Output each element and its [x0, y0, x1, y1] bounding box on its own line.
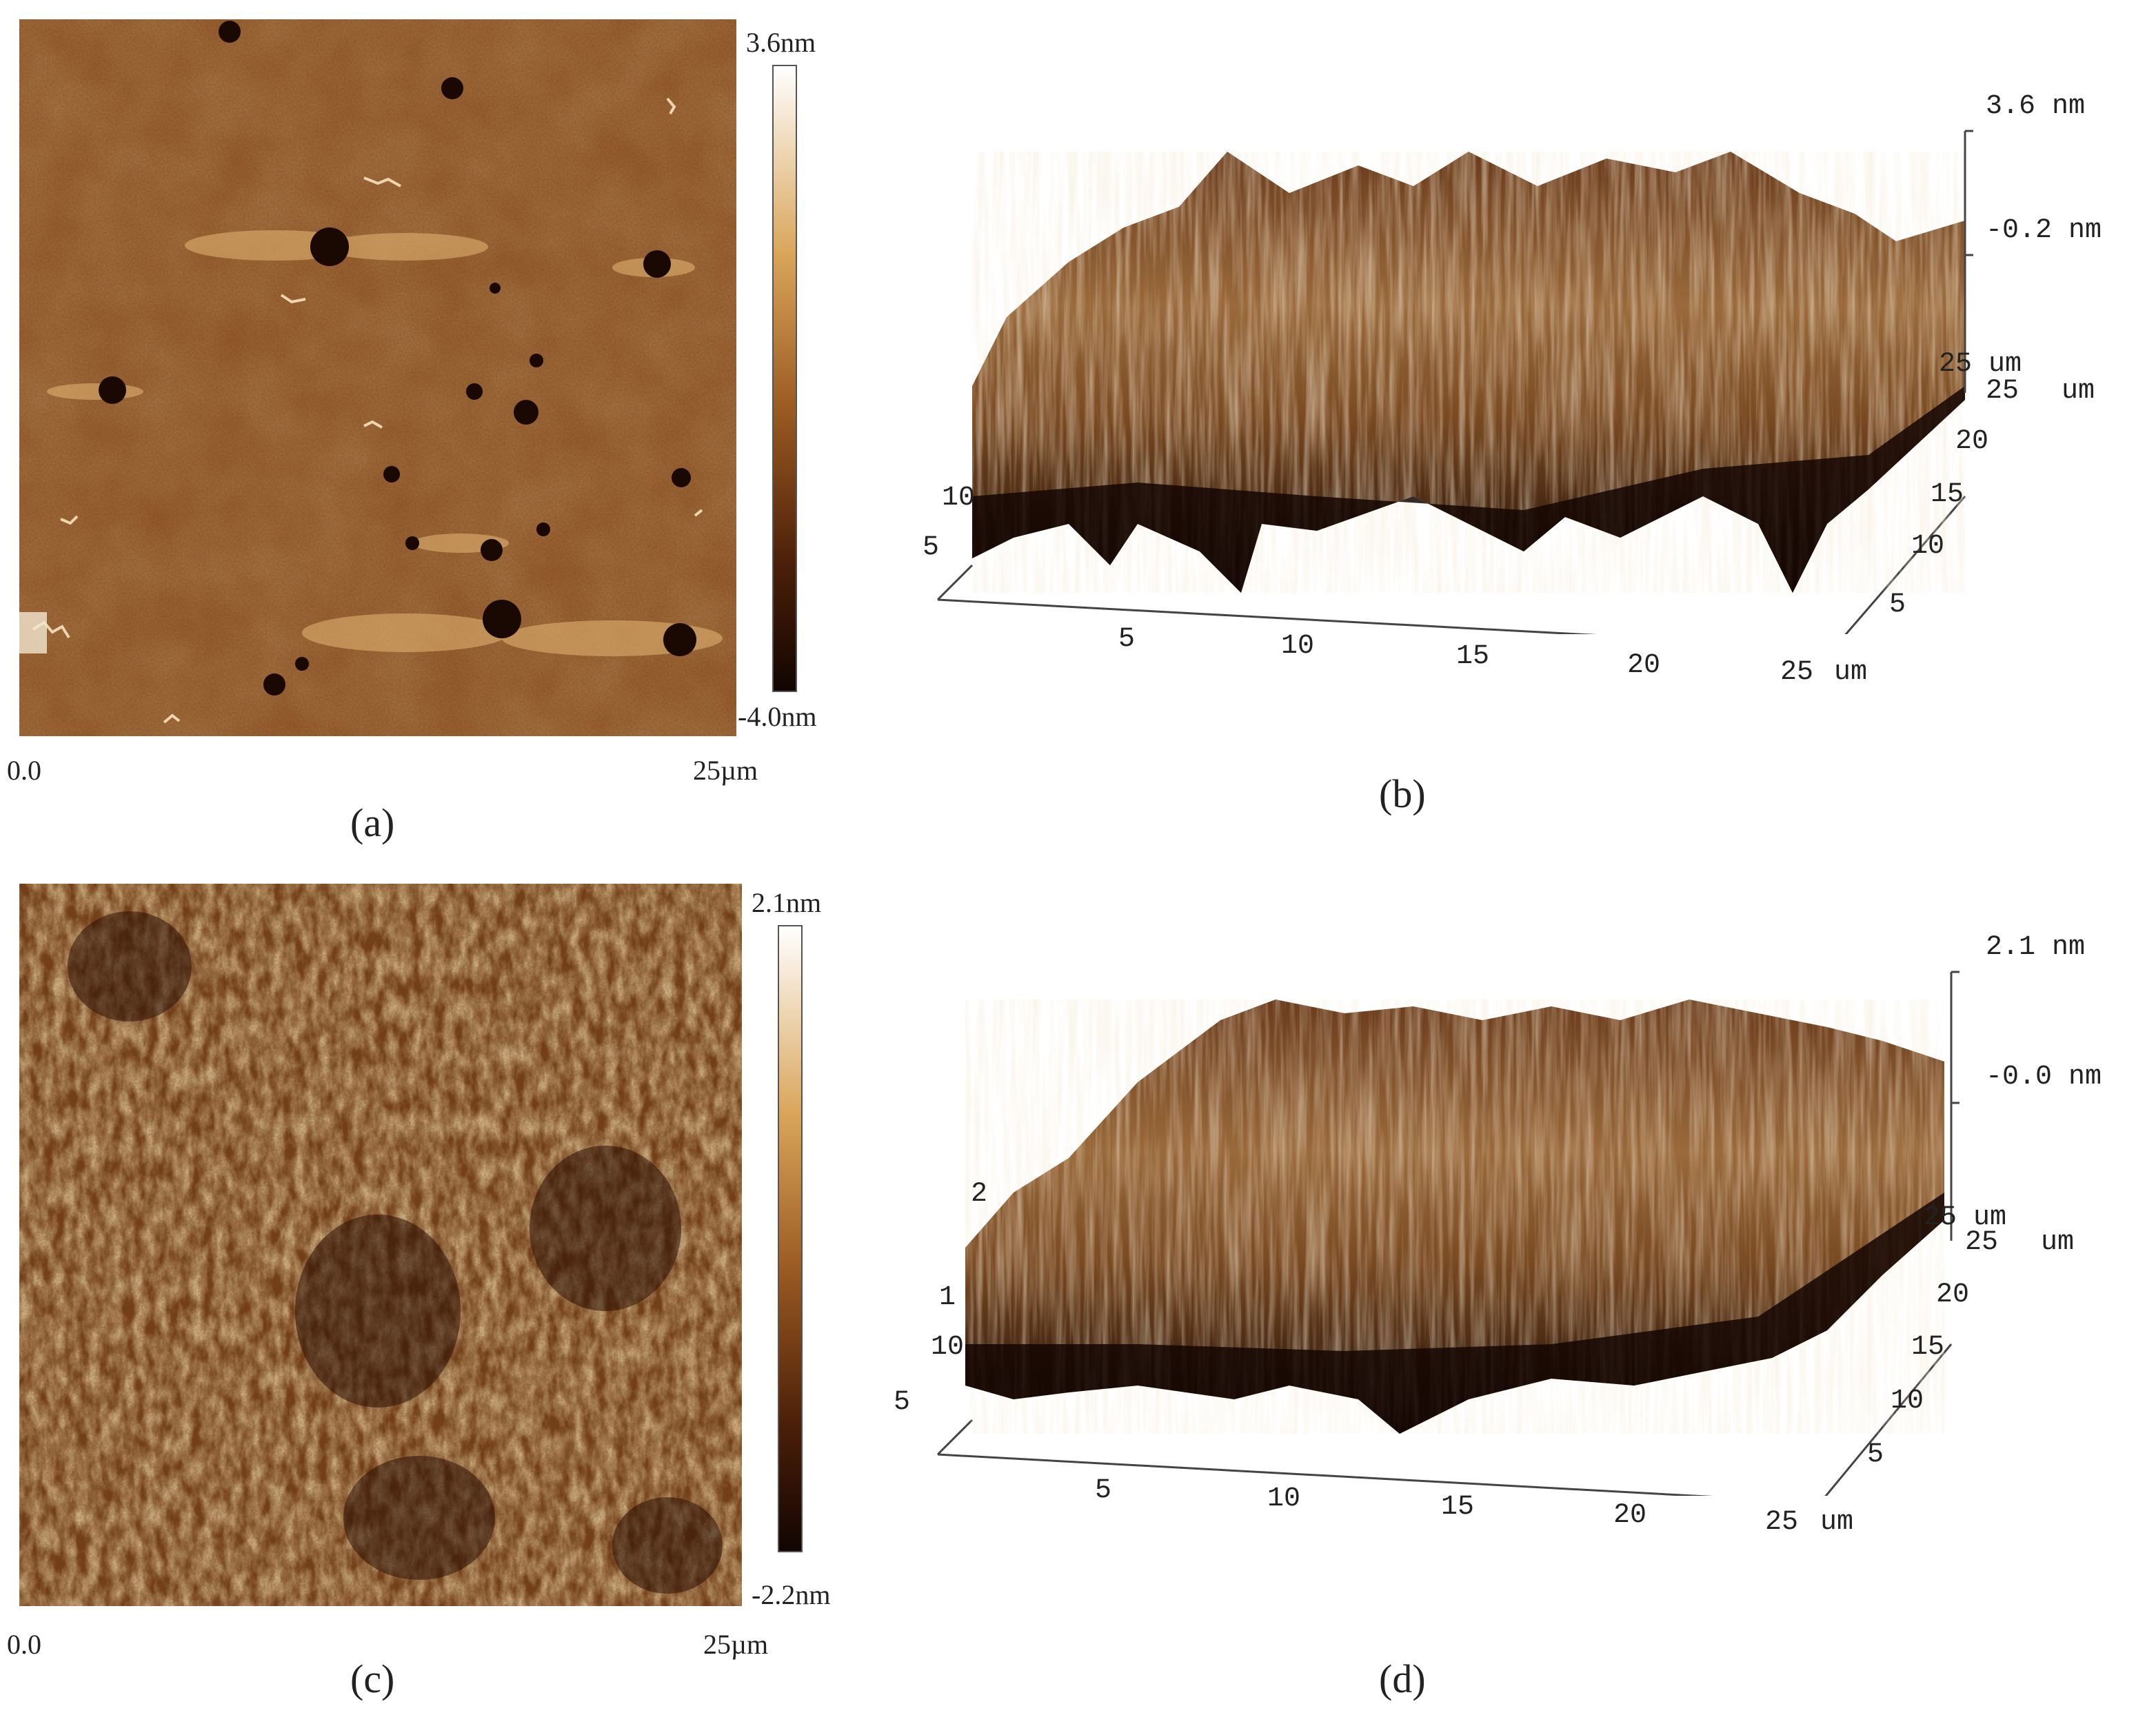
x-tick-b: 20	[1627, 650, 1661, 681]
panel-label-c: (c)	[350, 1656, 395, 1701]
x-tick-d: 5	[1095, 1475, 1112, 1506]
y-unit-b: um	[2062, 376, 2095, 407]
panel-label-d: (d)	[1379, 1656, 1426, 1701]
left-tick-d: 10	[931, 1332, 965, 1363]
colorbar-c	[778, 925, 803, 1552]
x-tick-d: 10	[1267, 1483, 1301, 1514]
panel-label-a: (a)	[350, 800, 395, 845]
y-tick-b: 15	[1931, 479, 1964, 510]
colorbar-max-label-a: 3.6nm	[746, 27, 816, 58]
x-tick-d: 25	[1765, 1507, 1799, 1538]
z-mid-label-d: -0.0 nm	[1986, 1062, 2102, 1093]
left-tick-d: 5	[894, 1387, 911, 1418]
y-tick-d: 10	[1891, 1386, 1924, 1417]
y-tick-b: 5	[1889, 589, 1906, 620]
y-tick-d: 20	[1936, 1279, 1970, 1310]
x-axis-start-label-c: 0.0	[7, 1629, 41, 1660]
y-tick-d: 5	[1867, 1439, 1884, 1470]
panel-label-b: (b)	[1379, 771, 1426, 816]
left-partial-tick-d: 2	[971, 1179, 988, 1210]
y-axis-top-label-d: 25 um	[1924, 1202, 2007, 1233]
x-unit-b: um	[1834, 657, 1868, 688]
z-max-label-b: 3.6 nm	[1986, 91, 2086, 122]
x-tick-b: 25	[1780, 657, 1814, 688]
x-tick-b: 5	[1118, 624, 1136, 655]
colorbar-max-label-c: 2.1nm	[752, 887, 822, 918]
left-tick-b: 5	[923, 532, 940, 563]
x-tick-b: 10	[1281, 631, 1315, 662]
afm-height-image-a	[19, 19, 736, 736]
afm-3d-surface-d	[931, 958, 1965, 1496]
colorbar-min-label-a: -4.0nm	[738, 701, 817, 732]
z-max-label-d: 2.1 nm	[1986, 932, 2086, 963]
x-tick-d: 15	[1441, 1492, 1475, 1523]
y-tick-b: 10	[1911, 531, 1945, 562]
x-axis-start-label-a: 0.0	[7, 755, 41, 786]
colorbar-a	[772, 65, 797, 692]
z-mid-label-b: -0.2 nm	[1986, 215, 2102, 246]
x-unit-d: um	[1820, 1507, 1854, 1538]
x-tick-d: 20	[1613, 1500, 1647, 1531]
y-tick-b: 25	[1986, 376, 2019, 407]
colorbar-min-label-c: -2.2nm	[752, 1579, 831, 1610]
left-partial-tick-d: 1	[939, 1282, 956, 1313]
x-tick-b: 15	[1456, 641, 1490, 672]
y-axis-top-label-b: 25 um	[1939, 349, 2022, 380]
afm-3d-surface-b	[931, 110, 1979, 634]
y-unit-d: um	[2041, 1227, 2075, 1258]
x-axis-end-label-a: 25µm	[693, 755, 758, 786]
y-tick-b: 20	[1955, 426, 1989, 457]
y-tick-d: 25	[1965, 1227, 1999, 1258]
x-axis-end-label-c: 25µm	[703, 1629, 769, 1660]
y-tick-d: 15	[1911, 1332, 1945, 1363]
afm-height-image-c	[19, 884, 742, 1606]
left-tick-b: 10	[942, 483, 976, 514]
